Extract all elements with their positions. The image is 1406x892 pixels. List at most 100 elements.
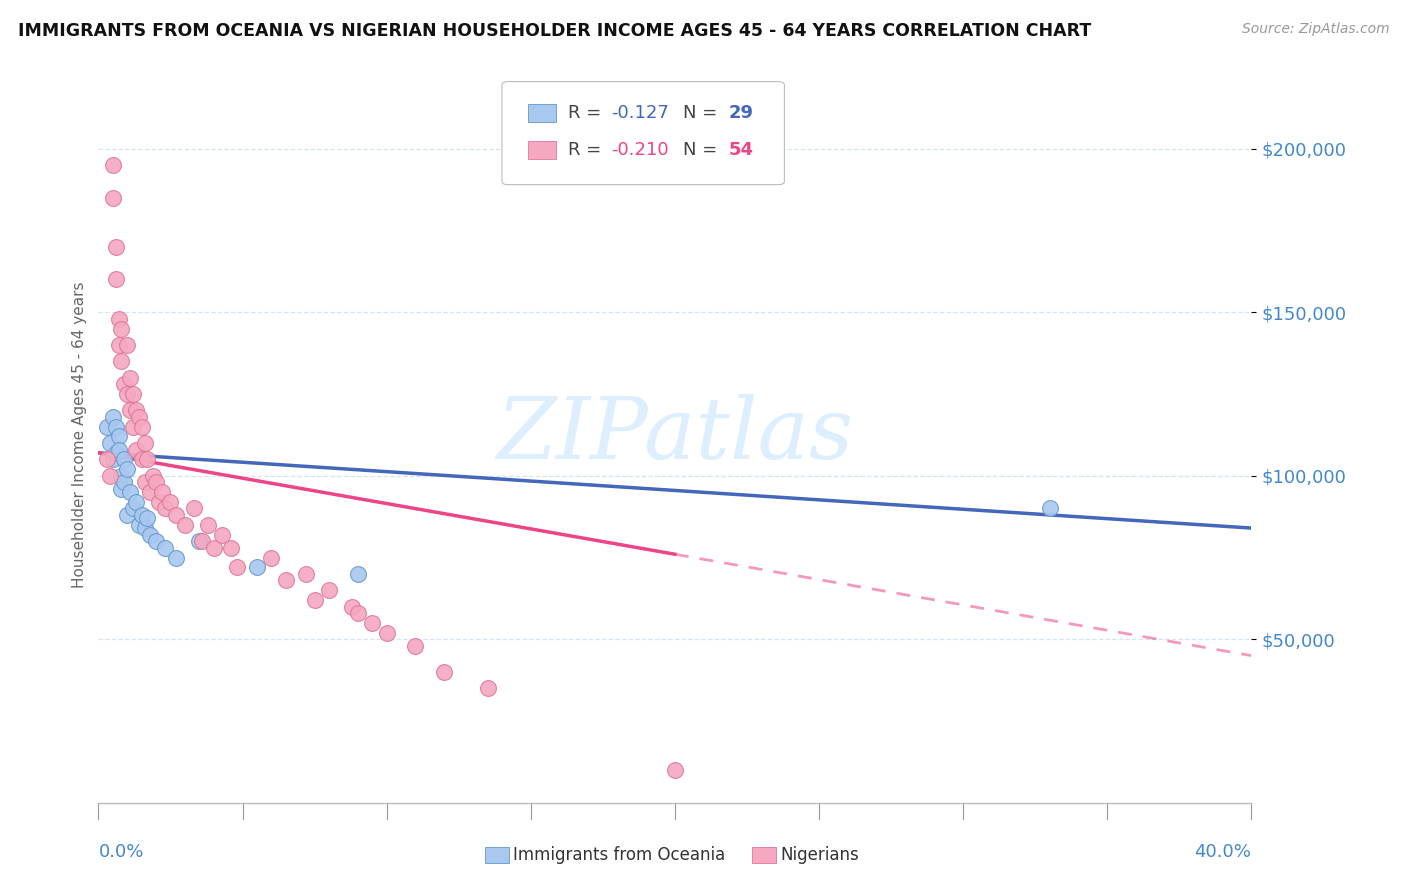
Text: N =: N = <box>683 141 723 159</box>
Text: -0.210: -0.210 <box>612 141 669 159</box>
Point <box>246 560 269 574</box>
Point <box>107 442 129 457</box>
Point <box>104 272 127 286</box>
Y-axis label: Householder Income Ages 45 - 64 years: Householder Income Ages 45 - 64 years <box>72 282 87 588</box>
Point <box>120 370 142 384</box>
Point <box>153 541 176 555</box>
Point <box>104 419 127 434</box>
Point <box>98 436 121 450</box>
Point <box>361 615 384 630</box>
Text: N =: N = <box>683 104 723 122</box>
Point <box>145 534 167 549</box>
FancyBboxPatch shape <box>502 81 785 185</box>
Point <box>405 639 427 653</box>
FancyBboxPatch shape <box>529 141 557 159</box>
Point <box>664 763 686 777</box>
Point <box>145 475 167 490</box>
Text: R =: R = <box>568 104 606 122</box>
Point <box>104 240 127 254</box>
Point <box>128 517 150 532</box>
Point <box>112 377 135 392</box>
Point <box>136 452 159 467</box>
Point <box>107 429 129 443</box>
Point <box>122 419 145 434</box>
Point <box>98 468 121 483</box>
Point <box>174 517 197 532</box>
Point <box>139 527 162 541</box>
Point <box>211 527 233 541</box>
Point <box>159 495 181 509</box>
Point <box>165 508 187 522</box>
Point <box>107 311 129 326</box>
Point <box>346 566 368 581</box>
Point <box>112 475 135 490</box>
Point <box>131 452 153 467</box>
Point <box>197 517 219 532</box>
Text: ZIPatlas: ZIPatlas <box>496 393 853 476</box>
Point <box>318 583 340 598</box>
Point <box>139 485 162 500</box>
Point <box>183 501 205 516</box>
Point <box>225 560 247 574</box>
Point <box>125 495 148 509</box>
Point <box>260 550 283 565</box>
Text: 40.0%: 40.0% <box>1195 843 1251 861</box>
Text: IMMIGRANTS FROM OCEANIA VS NIGERIAN HOUSEHOLDER INCOME AGES 45 - 64 YEARS CORREL: IMMIGRANTS FROM OCEANIA VS NIGERIAN HOUS… <box>18 22 1091 40</box>
Point <box>134 475 156 490</box>
Point <box>107 338 129 352</box>
Point <box>134 521 156 535</box>
Text: Source: ZipAtlas.com: Source: ZipAtlas.com <box>1241 22 1389 37</box>
Point <box>131 508 153 522</box>
Point <box>340 599 363 614</box>
Point <box>153 501 176 516</box>
Point <box>104 446 127 460</box>
Point <box>110 482 132 496</box>
Point <box>120 485 142 500</box>
Point <box>117 462 139 476</box>
Point <box>131 419 153 434</box>
Point <box>346 606 368 620</box>
Point <box>112 452 135 467</box>
Point <box>122 501 145 516</box>
Point <box>128 409 150 424</box>
Point <box>188 534 211 549</box>
Point <box>125 442 148 457</box>
Point <box>117 508 139 522</box>
Point <box>219 541 242 555</box>
Text: 54: 54 <box>730 141 754 159</box>
Point <box>117 387 139 401</box>
Point <box>125 403 148 417</box>
Point <box>477 681 499 696</box>
Point <box>101 452 124 467</box>
Point <box>202 541 225 555</box>
Point <box>122 387 145 401</box>
Point <box>120 403 142 417</box>
Point <box>117 338 139 352</box>
Point <box>96 452 118 467</box>
Point <box>375 625 398 640</box>
Point <box>142 468 165 483</box>
FancyBboxPatch shape <box>529 104 557 122</box>
Point <box>110 321 132 335</box>
Point <box>191 534 214 549</box>
Text: -0.127: -0.127 <box>612 104 669 122</box>
Point <box>101 158 124 172</box>
Point <box>101 191 124 205</box>
Point <box>96 419 118 434</box>
Text: 29: 29 <box>730 104 754 122</box>
Point <box>1039 501 1062 516</box>
Point <box>110 354 132 368</box>
Text: R =: R = <box>568 141 606 159</box>
Point <box>295 566 318 581</box>
Point <box>136 511 159 525</box>
Point <box>274 574 297 588</box>
Point <box>148 495 170 509</box>
Text: Immigrants from Oceania: Immigrants from Oceania <box>513 846 725 863</box>
Point <box>165 550 187 565</box>
Text: 0.0%: 0.0% <box>98 843 143 861</box>
Point <box>110 468 132 483</box>
Point <box>433 665 456 679</box>
Point <box>150 485 173 500</box>
Point <box>101 409 124 424</box>
Point <box>134 436 156 450</box>
